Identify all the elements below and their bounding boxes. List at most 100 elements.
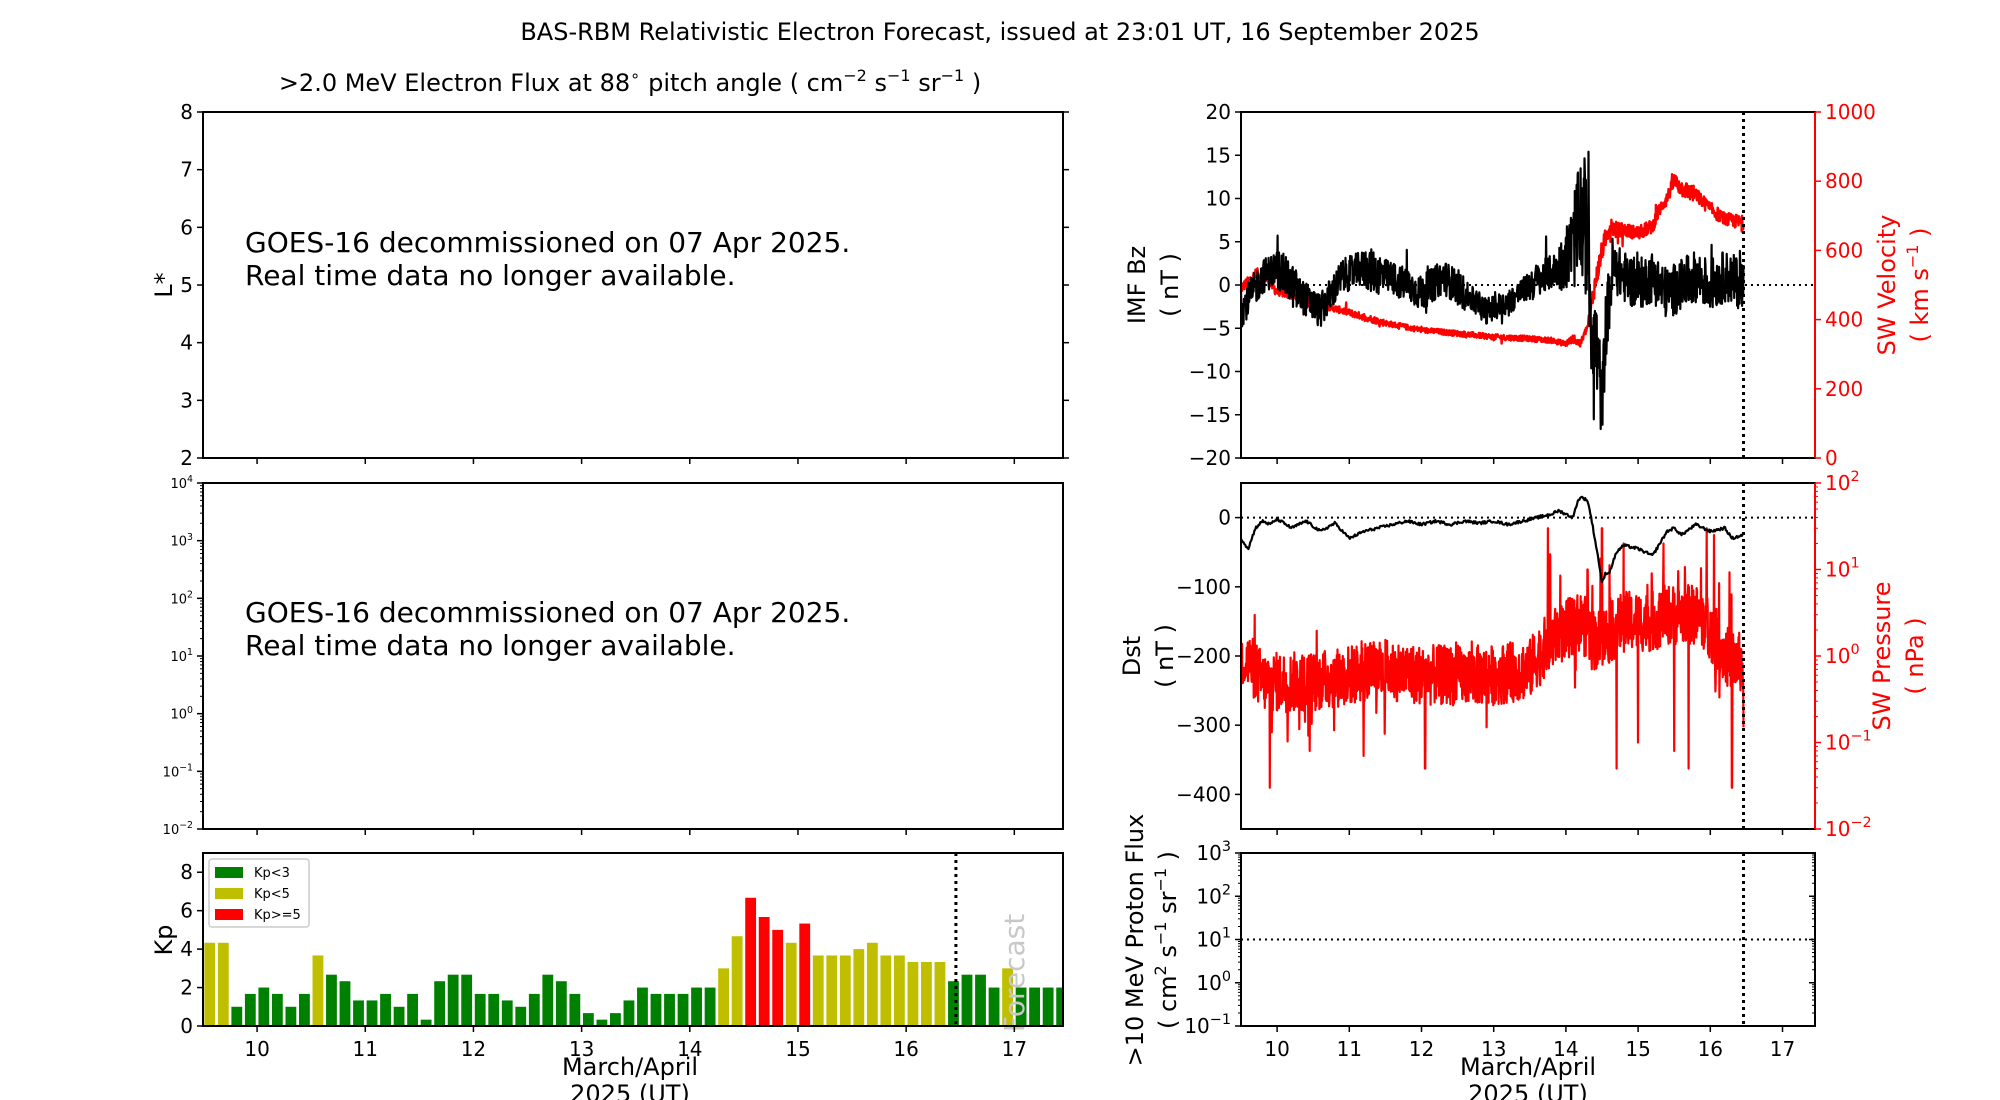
y-tick-label: 3 <box>180 388 193 412</box>
y-tick-label: 2 <box>180 976 193 1000</box>
kp-bar <box>1015 987 1027 1026</box>
y-tick-label: 100 <box>1196 969 1231 995</box>
y-tick-label: 104 <box>171 474 194 492</box>
legend-label-red: Kp>=5 <box>254 908 301 923</box>
proton-xlabel-line2: 2025 (UT) <box>1468 1080 1588 1100</box>
x-tick-label: 15 <box>785 1037 810 1061</box>
kp-bar <box>934 961 946 1026</box>
y-tick-label: 101 <box>1825 556 1860 582</box>
kp-bar <box>731 936 743 1026</box>
kp-bar <box>528 993 540 1026</box>
kp-bar <box>650 993 662 1026</box>
y-tick-label: 102 <box>1196 882 1231 908</box>
kp-bar <box>231 1006 243 1026</box>
panel-imf-sw: −20 −15 −10 −5 0 5 10 15 20 0 200 400 600 800 1000 IM… <box>1123 100 1934 470</box>
y-tick-label: 0 <box>1218 506 1231 530</box>
legend-swatch-green <box>215 867 243 878</box>
kp-bar <box>244 993 256 1026</box>
kp-bar <box>380 993 391 1026</box>
x-tick-label: 13 <box>569 1037 594 1061</box>
kp-bar <box>866 942 878 1026</box>
kp-legend: Kp<3 Kp<5 Kp>=5 <box>208 858 310 928</box>
y-tick-label: 7 <box>180 158 193 182</box>
y-tick-label: 10−2 <box>1825 815 1872 841</box>
sw-velocity-ylabel-line2: ( km s−1 ) <box>1903 228 1934 343</box>
y-tick-label: 0 <box>1825 446 1838 470</box>
y-tick-label: −15 <box>1189 403 1231 427</box>
kp-bar <box>407 993 418 1026</box>
kp-bar <box>555 981 567 1026</box>
dst-ylabel-line2: ( nT ) <box>1151 624 1179 688</box>
y-tick-label: 400 <box>1825 308 1863 332</box>
y-tick-label: 200 <box>1825 377 1863 401</box>
x-tick-label: 11 <box>353 1037 378 1061</box>
kp-bar <box>853 949 865 1026</box>
kp-bar <box>880 955 892 1026</box>
panel-proton-flux: 10−1 100 101 102 103 10 11 12 13 14 15 16 17 >10 Me… <box>1121 814 1816 1100</box>
kp-bar <box>366 1000 378 1026</box>
pressure-y-ticks-right: 10−2 10−1 100 101 102 <box>1815 469 1872 841</box>
kp-bar <box>474 993 486 1026</box>
y-tick-label: 6 <box>180 215 193 239</box>
x-tick-label: 15 <box>1625 1037 1650 1061</box>
kp-bar <box>353 1000 364 1026</box>
y-tick-label: 1000 <box>1825 100 1876 124</box>
y-tick-label: −10 <box>1189 360 1231 384</box>
y-tick-label: 10 <box>1206 187 1231 211</box>
kp-bar <box>637 987 648 1026</box>
y-tick-label: 5 <box>1218 230 1231 254</box>
lstar-ylabel: L* <box>150 272 178 297</box>
kp-bar <box>488 993 500 1026</box>
y-tick-label: −200 <box>1176 644 1231 668</box>
kp-bar <box>623 1000 635 1026</box>
y-tick-label: −100 <box>1176 575 1231 599</box>
y-tick-label: 0 <box>1218 273 1231 297</box>
x-tick-label: 10 <box>244 1037 269 1061</box>
kp-bar <box>569 993 581 1026</box>
kp-bar <box>758 917 770 1026</box>
dst-ylabel-line1: Dst <box>1118 636 1146 676</box>
x-tick-label: 10 <box>1264 1037 1289 1061</box>
pressure-ylabel-line1: SW Pressure <box>1868 581 1896 730</box>
kp-bar <box>961 974 973 1026</box>
kp-bar <box>271 993 283 1026</box>
proton-ylabel-line1: >10 MeV Proton Flux <box>1121 814 1149 1067</box>
kp-bar <box>907 961 919 1026</box>
y-tick-label: 4 <box>180 331 193 355</box>
y-tick-label: 10−1 <box>1184 1012 1231 1038</box>
flux-log-y-ticks: 10−2 10−1 100 101 102 103 104 <box>163 474 203 838</box>
kp-forecast-label: Forecast <box>998 914 1031 1033</box>
x-tick-label: 12 <box>461 1037 486 1061</box>
y-tick-label: −300 <box>1176 713 1231 737</box>
kp-y-ticks: 0 2 4 6 8 <box>180 860 203 1038</box>
y-tick-label: 8 <box>180 100 193 124</box>
kp-bar <box>542 974 554 1026</box>
kp-bar <box>299 993 310 1026</box>
kp-bar <box>745 897 757 1026</box>
y-tick-label: 600 <box>1825 238 1863 262</box>
kp-bar <box>772 929 784 1026</box>
kp-bar <box>461 974 473 1026</box>
notice-line-2: Real time data no longer available. <box>245 259 736 292</box>
dst-x-ticks <box>1276 829 1784 835</box>
x-tick-label: 14 <box>1553 1037 1578 1061</box>
kp-bar <box>893 955 905 1026</box>
sw-velocity-y-ticks-right: 0 200 400 600 800 1000 <box>1815 100 1876 470</box>
x-tick-label: 14 <box>677 1037 702 1061</box>
figure-title: BAS-RBM Relativistic Electron Forecast, … <box>520 18 1479 46</box>
y-tick-label: 100 <box>1825 642 1860 668</box>
lstar-x-ticks <box>256 458 1016 464</box>
x-tick-label: 13 <box>1481 1037 1506 1061</box>
kp-bar <box>704 987 716 1026</box>
y-tick-label: −5 <box>1202 316 1231 340</box>
kp-bar <box>664 993 675 1026</box>
proton-y-ticks: 10−1 100 101 102 103 <box>1184 839 1815 1038</box>
sw-velocity-ylabel-line1: SW Velocity <box>1873 215 1901 356</box>
y-tick-label: 10−1 <box>1825 729 1872 755</box>
kp-axes-frame <box>202 852 1064 1027</box>
kp-bar <box>596 1019 608 1026</box>
kp-bar <box>839 955 851 1026</box>
proton-xlabel-line1: March/April <box>1460 1053 1596 1081</box>
